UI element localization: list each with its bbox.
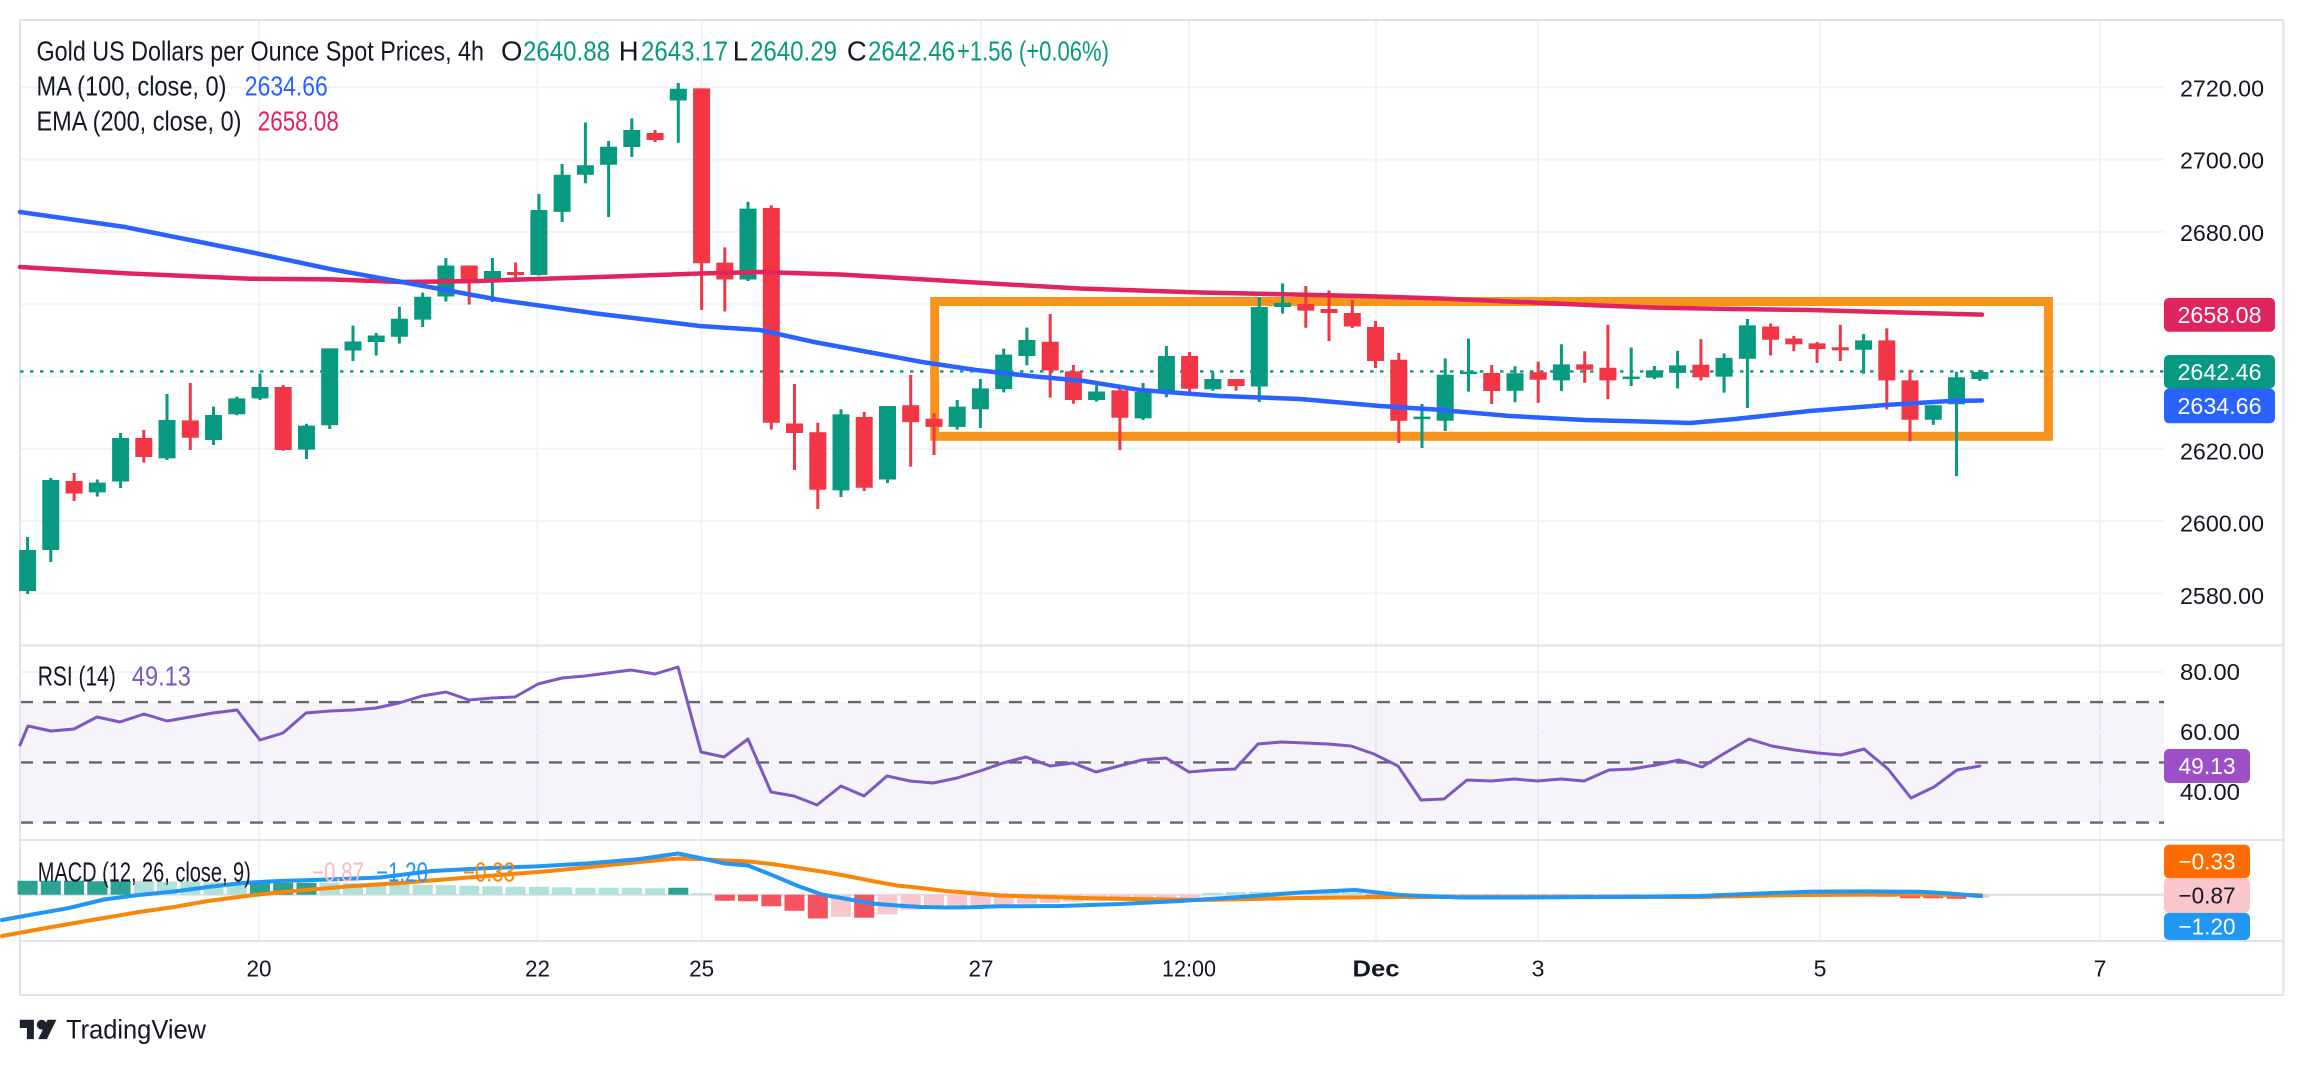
- svg-text:MACD (12, 26, close, 9): MACD (12, 26, close, 9): [38, 857, 251, 888]
- svg-text:RSI (14): RSI (14): [38, 661, 116, 692]
- svg-text:2600.00: 2600.00: [2180, 511, 2264, 537]
- svg-text:2658.08: 2658.08: [2178, 302, 2262, 328]
- svg-text:2700.00: 2700.00: [2180, 148, 2264, 174]
- svg-text:EMA (200, close, 0): EMA (200, close, 0): [37, 106, 242, 137]
- svg-text:2634.66: 2634.66: [2178, 393, 2262, 419]
- svg-text:C: C: [847, 36, 867, 67]
- svg-text:−0.33: −0.33: [463, 857, 515, 888]
- svg-text:H: H: [619, 36, 639, 67]
- svg-text:3: 3: [1532, 956, 1545, 982]
- svg-text:80.00: 80.00: [2180, 659, 2240, 685]
- svg-text:2640.29: 2640.29: [750, 36, 837, 67]
- svg-text:40.00: 40.00: [2180, 779, 2240, 805]
- svg-text:27: 27: [969, 956, 994, 982]
- svg-text:−1.20: −1.20: [2179, 913, 2236, 939]
- svg-text:12:00: 12:00: [1162, 956, 1216, 982]
- svg-text:Dec: Dec: [1353, 956, 1400, 982]
- svg-text:49.13: 49.13: [132, 661, 191, 692]
- svg-text:60.00: 60.00: [2180, 719, 2240, 745]
- svg-text:2658.08: 2658.08: [258, 106, 339, 137]
- svg-text:MA (100, close, 0): MA (100, close, 0): [37, 71, 227, 102]
- svg-text:Gold US Dollars per Ounce Spot: Gold US Dollars per Ounce Spot Prices, 4…: [37, 36, 485, 67]
- svg-text:2642.46: 2642.46: [2178, 359, 2262, 385]
- svg-text:−0.87: −0.87: [2179, 883, 2236, 909]
- svg-text:20: 20: [247, 956, 272, 982]
- svg-text:2634.66: 2634.66: [245, 71, 328, 102]
- svg-text:O: O: [501, 36, 522, 67]
- svg-text:−1.20: −1.20: [376, 857, 428, 888]
- svg-text:2642.46: 2642.46: [868, 36, 955, 67]
- svg-text:25: 25: [689, 956, 714, 982]
- svg-text:−0.87: −0.87: [312, 857, 364, 888]
- svg-text:22: 22: [525, 956, 550, 982]
- svg-text:TradingView: TradingView: [66, 1015, 207, 1045]
- svg-text:7: 7: [2094, 956, 2107, 982]
- svg-text:2580.00: 2580.00: [2180, 583, 2264, 609]
- svg-text:2640.88: 2640.88: [523, 36, 610, 67]
- svg-text:2680.00: 2680.00: [2180, 220, 2264, 246]
- svg-text:L: L: [733, 36, 748, 67]
- svg-text:+1.56 (+0.06%): +1.56 (+0.06%): [957, 36, 1109, 67]
- svg-text:5: 5: [1814, 956, 1827, 982]
- svg-text:2620.00: 2620.00: [2180, 438, 2264, 464]
- svg-text:2643.17: 2643.17: [641, 36, 728, 67]
- svg-text:−0.33: −0.33: [2179, 848, 2236, 874]
- svg-text:2720.00: 2720.00: [2180, 75, 2264, 101]
- svg-text:49.13: 49.13: [2179, 753, 2236, 779]
